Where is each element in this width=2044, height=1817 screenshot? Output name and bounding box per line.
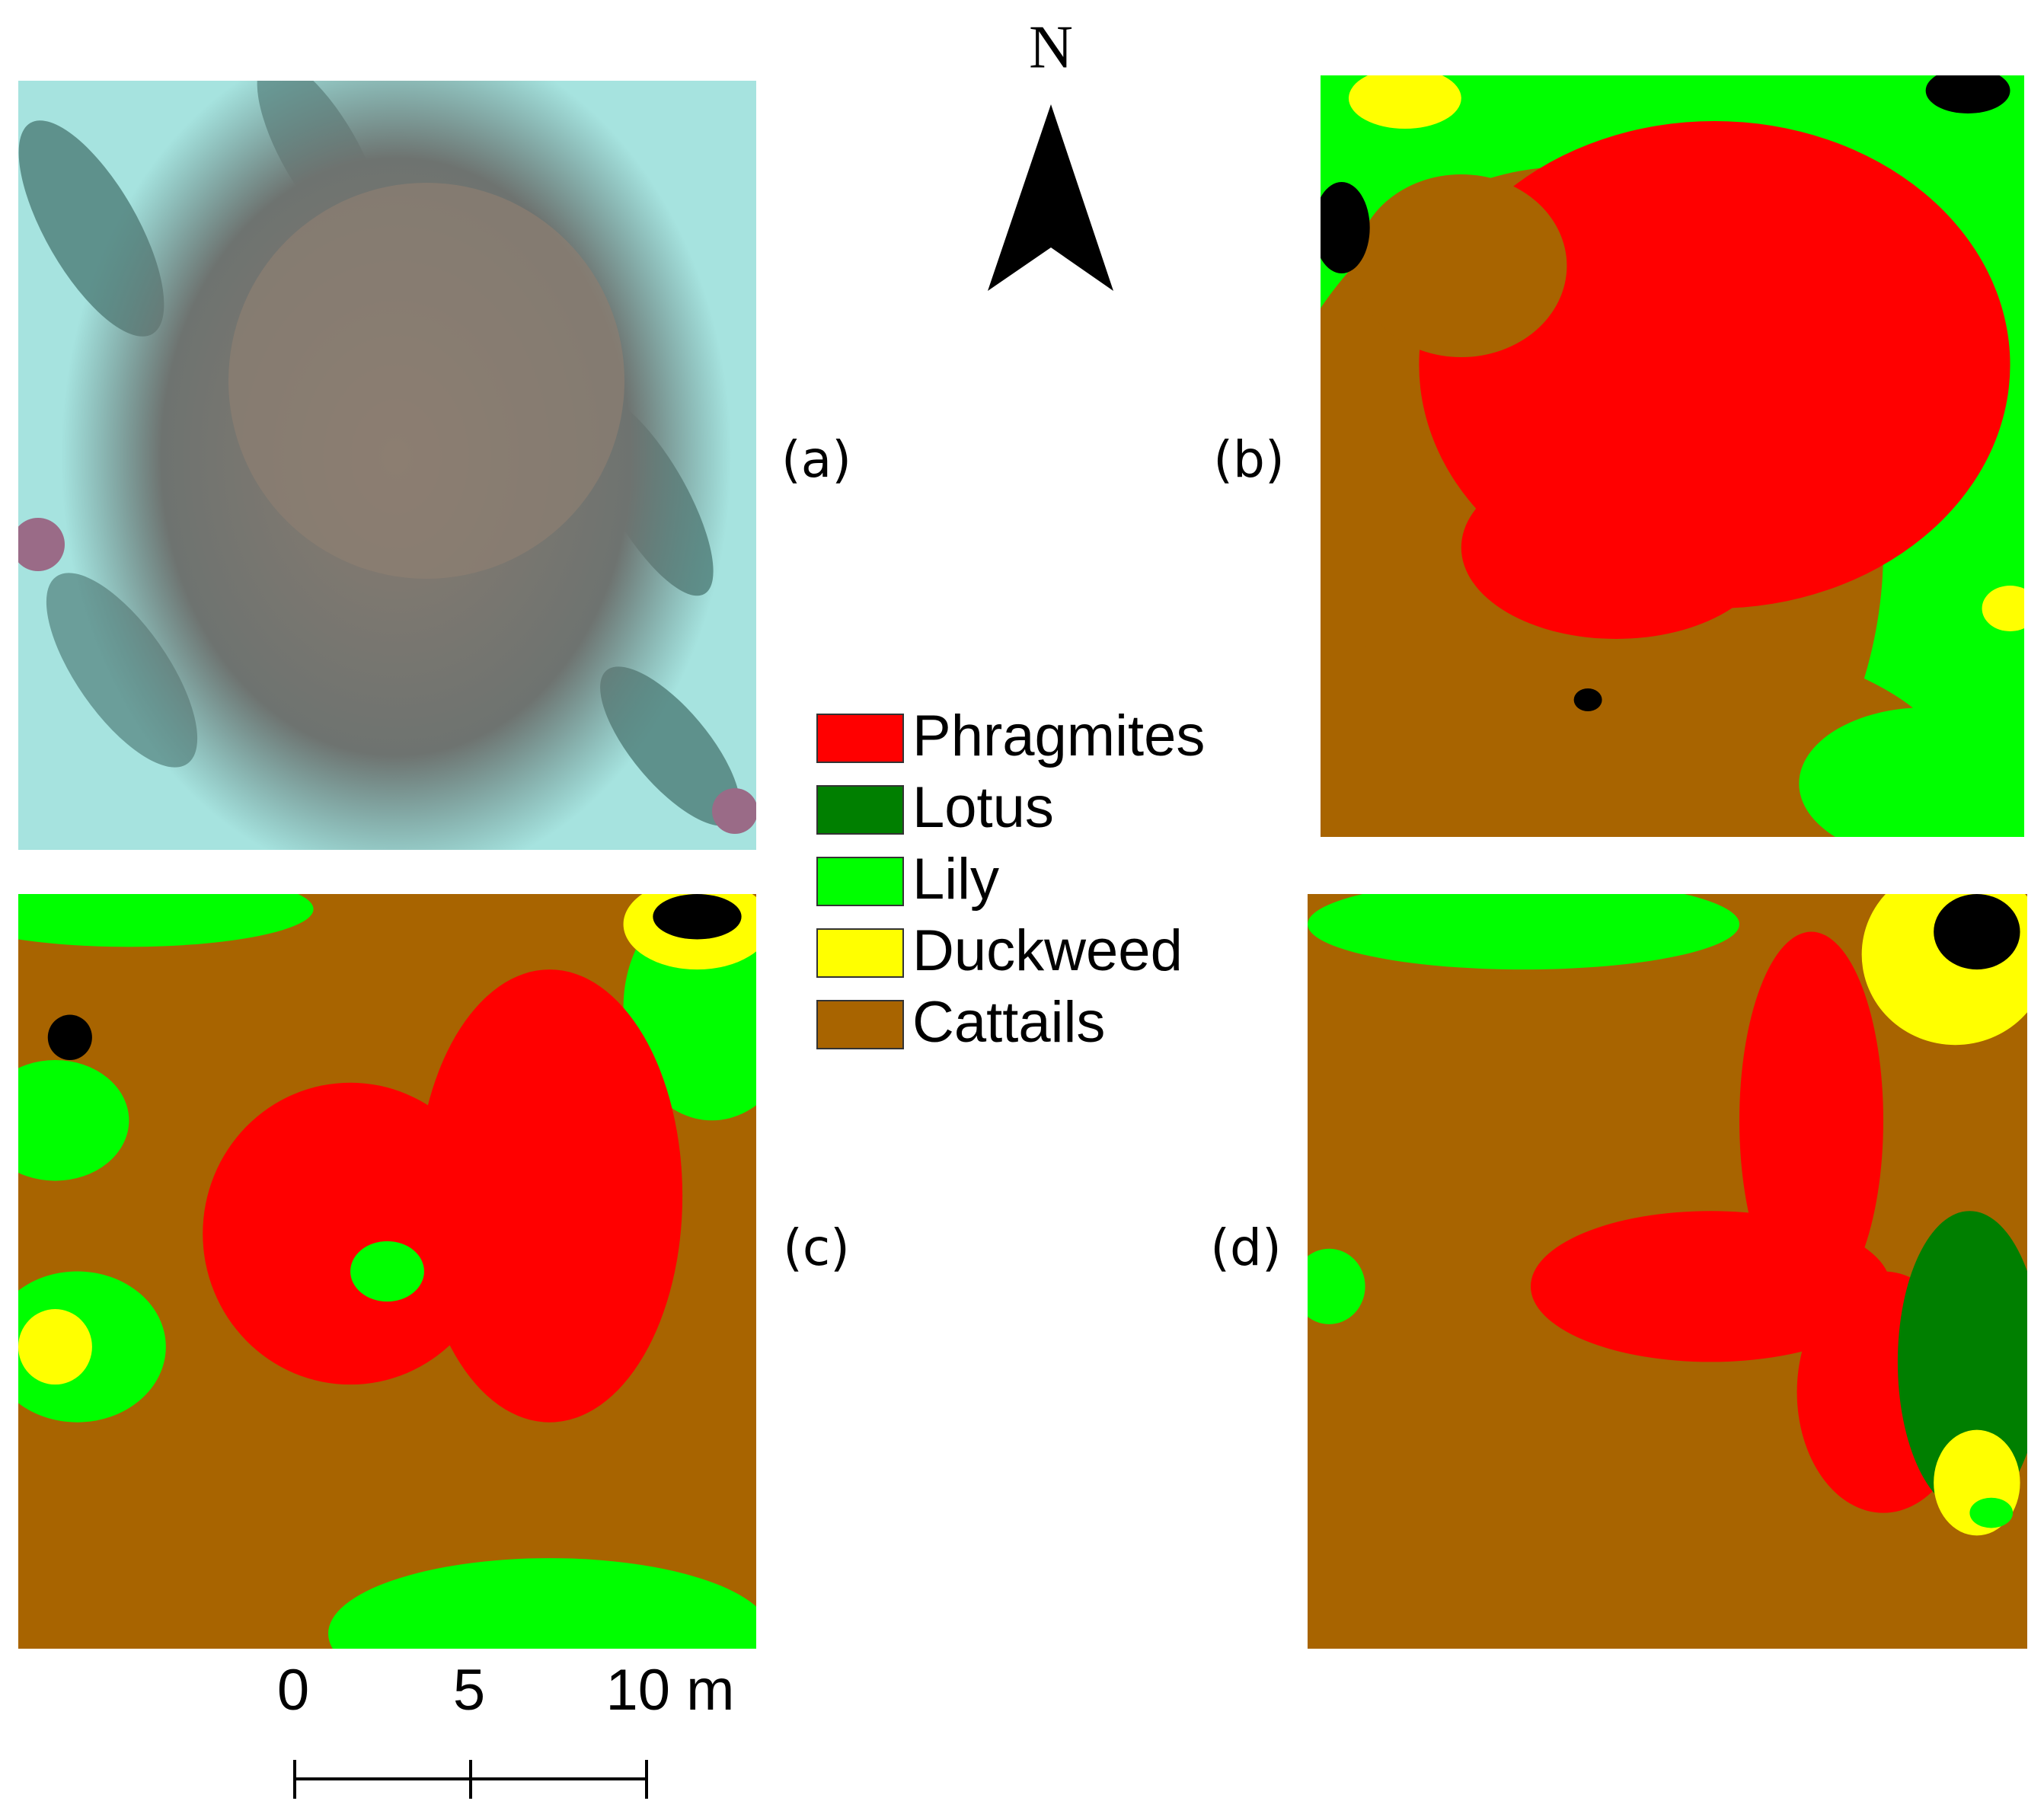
scale-bar xyxy=(293,1760,648,1799)
map-region xyxy=(18,1060,129,1181)
aerial-image xyxy=(18,81,756,850)
classified-map-d xyxy=(1308,894,2027,1649)
map-region xyxy=(328,1558,756,1649)
map-region xyxy=(18,894,314,947)
map-region xyxy=(1799,707,2024,837)
map-region xyxy=(203,1082,498,1385)
legend-label: Duckweed xyxy=(912,918,1183,983)
north-arrow xyxy=(988,104,1113,291)
classified-map-c xyxy=(18,894,756,1649)
scale-label: 0 xyxy=(277,1658,309,1723)
map-region xyxy=(47,1014,92,1061)
classified-map-b xyxy=(1321,75,2024,837)
legend-swatch xyxy=(816,928,904,978)
map-region xyxy=(1739,931,1883,1310)
panel-label: (a) xyxy=(781,430,851,489)
map-region xyxy=(1308,894,1739,970)
map-region xyxy=(1308,1248,1365,1324)
map-region xyxy=(1461,456,1771,639)
legend-swatch xyxy=(816,714,904,763)
scale-label: 10 m xyxy=(606,1658,735,1723)
map-region xyxy=(1925,75,2010,113)
map-region xyxy=(1321,182,1370,273)
map-region xyxy=(417,969,683,1423)
legend-label: Cattails xyxy=(912,990,1105,1055)
map-region xyxy=(1934,894,2020,970)
map-region xyxy=(1321,624,1954,837)
north-label: N xyxy=(1029,14,1073,81)
map-region xyxy=(1573,688,1602,711)
scale-label: 5 xyxy=(453,1658,485,1723)
map-region xyxy=(1356,174,1567,357)
panel-label: (c) xyxy=(783,1218,850,1277)
legend-swatch xyxy=(816,785,904,835)
map-region xyxy=(1982,586,2024,631)
legend-swatch xyxy=(816,857,904,906)
map-region xyxy=(1969,1497,2014,1528)
map-region xyxy=(1348,75,1461,129)
legend-label: Phragmites xyxy=(912,704,1205,768)
legend-swatch xyxy=(816,1000,904,1049)
map-region xyxy=(350,1241,424,1302)
panel-label: (d) xyxy=(1210,1218,1281,1277)
legend-label: Lotus xyxy=(912,775,1054,840)
panel-label: (b) xyxy=(1213,430,1284,489)
map-region xyxy=(18,1309,92,1385)
legend-label: Lily xyxy=(912,847,999,912)
map-region xyxy=(653,894,742,940)
